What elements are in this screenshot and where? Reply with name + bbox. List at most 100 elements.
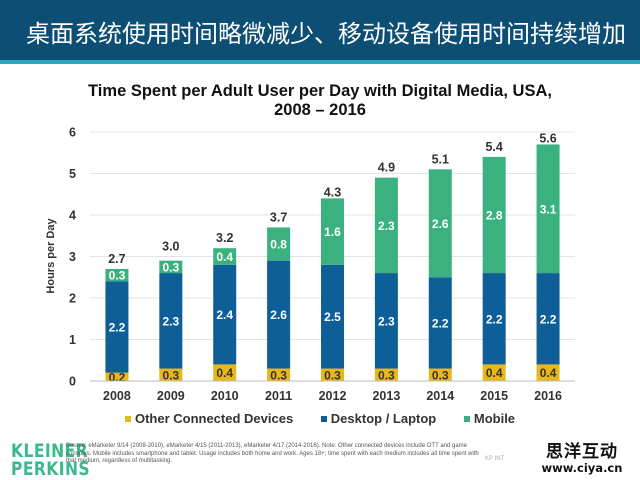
- bar-segment-desktop-laptop: [105, 281, 129, 373]
- data-label-other-connected-devices: 0.4: [216, 366, 233, 380]
- legend-item-desktop-laptop: Desktop / Laptop: [320, 411, 437, 426]
- data-label-desktop-laptop: 2.3: [162, 314, 179, 328]
- bar-segment-other-connected-devices: [536, 364, 560, 381]
- y-tick-label: 5: [69, 167, 76, 181]
- bar-stack-2011: 0.3 2.6 0.8: [267, 227, 291, 382]
- bar-segment-mobile: [213, 248, 237, 265]
- bar-segment-other-connected-devices: [482, 364, 506, 381]
- total-label: 5.6: [539, 132, 556, 146]
- data-label-other-connected-devices: 0.4: [540, 366, 557, 380]
- data-label-mobile: 3.1: [540, 202, 557, 216]
- bar-stack-2009: 0.3 2.3 0.3: [159, 260, 183, 382]
- y-tick-label: 0: [69, 375, 76, 389]
- legend-swatch-desktop: [320, 415, 327, 422]
- data-label-desktop-laptop: 2.3: [378, 314, 395, 328]
- legend-label-mobile: Mobile: [473, 411, 516, 426]
- total-label: 3.7: [270, 210, 287, 224]
- x-tick-label: 2015: [480, 389, 508, 403]
- legend-item-mobile: Mobile: [463, 411, 516, 426]
- legend-swatch-mobile: [463, 415, 470, 422]
- legend-label-other: Other Connected Devices: [134, 411, 294, 426]
- total-labels: 2.7 3.0 3.2 3.7 4.3 4.9 5.1 5.4 5.6: [108, 132, 557, 266]
- source-note: Source: eMarketer 9/14 (2008-2010), eMar…: [66, 443, 479, 464]
- total-label: 5.4: [485, 140, 502, 154]
- chart-title: Time Spent per Adult User per Day with D…: [0, 82, 640, 120]
- bar-segment-other-connected-devices: [267, 368, 291, 381]
- total-label: 2.7: [108, 252, 125, 266]
- x-tick-label: 2013: [372, 389, 400, 403]
- x-tick-label: 2014: [426, 389, 454, 403]
- data-label-other-connected-devices: 0.3: [270, 368, 287, 382]
- bar-segment-mobile: [159, 260, 183, 274]
- bar-segment-desktop-laptop: [159, 273, 183, 369]
- bar-segment-mobile: [536, 144, 560, 274]
- bar-segment-mobile: [105, 268, 129, 282]
- total-label: 3.2: [216, 231, 233, 245]
- data-label-mobile: 0.4: [216, 250, 233, 264]
- watermark-cn: 思洋互动: [546, 442, 618, 462]
- bar-segment-desktop-laptop: [321, 264, 344, 369]
- bar-stack-2016: 0.4 2.2 3.1: [536, 144, 560, 381]
- bar-segment-desktop-laptop: [374, 273, 398, 369]
- data-label-other-connected-devices: 0.3: [324, 368, 341, 382]
- data-label-other-connected-devices: 0.3: [432, 368, 449, 382]
- y-axis-label: Hours per Day: [45, 218, 57, 294]
- bar-segment-other-connected-devices: [374, 368, 398, 381]
- data-label-mobile: 2.3: [378, 219, 395, 233]
- y-tick-label: 1: [69, 333, 76, 347]
- total-label: 4.9: [378, 161, 395, 175]
- data-label-mobile: 0.3: [162, 260, 179, 274]
- bar-segment-other-connected-devices: [428, 368, 452, 381]
- data-label-mobile: 1.6: [324, 225, 341, 239]
- bar-segment-mobile: [374, 177, 398, 274]
- kleiner-perkins-logo: KLEINER PERKINS: [11, 440, 91, 480]
- y-tick-label: 4: [69, 209, 76, 223]
- data-label-other-connected-devices: 0.4: [486, 366, 503, 380]
- data-label-desktop-laptop: 2.4: [216, 308, 233, 322]
- logo-line2: PERKINS: [11, 458, 91, 480]
- legend-swatch-other: [124, 415, 131, 422]
- bar-segment-mobile: [267, 227, 291, 261]
- data-label-desktop-laptop: 2.2: [109, 321, 126, 335]
- header-bar: [0, 0, 640, 60]
- bar-stack-2013: 0.3 2.3 2.3: [374, 177, 398, 382]
- chart-title-line1: Time Spent per Adult User per Day with D…: [88, 82, 552, 100]
- header-stripe: [0, 60, 640, 64]
- data-label-desktop-laptop: 2.2: [540, 312, 557, 326]
- data-label-desktop-laptop: 2.6: [270, 308, 287, 322]
- bar-segment-desktop-laptop: [267, 260, 291, 369]
- bar-segment-other-connected-devices: [105, 372, 129, 381]
- total-label: 5.1: [432, 152, 449, 166]
- x-tick-label: 2009: [157, 389, 185, 403]
- legend-item-other-connected-devices: Other Connected Devices: [124, 411, 294, 426]
- x-tick-label: 2011: [265, 389, 292, 403]
- bar-stack-2015: 0.4 2.2 2.8: [482, 156, 506, 381]
- kp-int-label: KP INT: [485, 456, 505, 462]
- total-label: 4.3: [324, 186, 341, 200]
- x-tick-label: 2010: [211, 389, 239, 403]
- bar-segment-desktop-laptop: [536, 273, 560, 365]
- x-tick-label: 2016: [534, 389, 562, 403]
- bar-segment-mobile: [428, 169, 452, 278]
- logo-line1: KLEINER: [11, 440, 88, 462]
- bar-segment-mobile: [321, 198, 344, 265]
- bar-segment-other-connected-devices: [159, 368, 183, 381]
- bar-stack-2012: 0.3 2.5 1.6: [321, 198, 344, 382]
- data-label-mobile: 2.6: [432, 217, 449, 231]
- data-label-desktop-laptop: 2.2: [432, 316, 449, 330]
- x-tick-label: 2008: [103, 389, 131, 403]
- bar-segment-desktop-laptop: [213, 264, 237, 365]
- y-tick-label: 6: [69, 126, 76, 140]
- watermark-url: www.ciya.cn: [541, 461, 623, 475]
- bar-stack-2008: 0.22.20.3: [105, 268, 129, 384]
- data-label-mobile: 0.8: [270, 238, 287, 252]
- y-tick-label: 3: [69, 250, 76, 264]
- legend-label-desktop: Desktop / Laptop: [330, 411, 437, 426]
- page-title: 桌面系统使用时间略微减少、移动设备使用时间持续增加: [26, 20, 626, 48]
- bar-segment-mobile: [482, 156, 506, 274]
- bar-stack-2014: 0.3 2.2 2.6: [428, 169, 452, 382]
- data-label-other-connected-devices: 0.3: [162, 368, 179, 382]
- bar-segment-desktop-laptop: [482, 273, 506, 365]
- bar-segment-desktop-laptop: [428, 277, 452, 369]
